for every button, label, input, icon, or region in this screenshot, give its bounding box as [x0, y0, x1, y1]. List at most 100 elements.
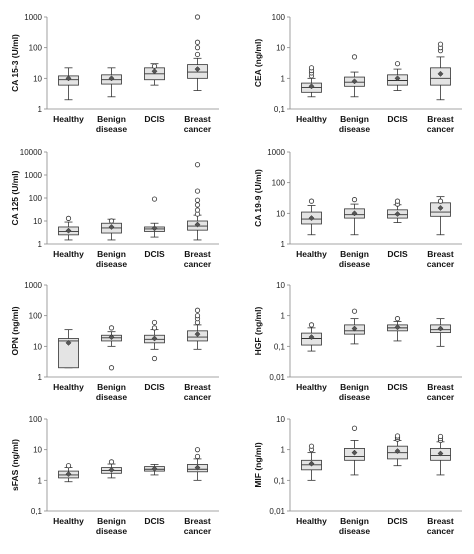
category-label: Healthy: [53, 249, 84, 259]
mean-marker: [151, 335, 158, 342]
mean-marker: [437, 70, 444, 77]
category-label: cancer: [184, 526, 212, 536]
y-tick-label: 0,1: [274, 476, 286, 485]
category-label: Healthy: [296, 114, 327, 124]
y-tick-label: 1000: [267, 148, 285, 157]
y-axis-label: MIF (ng/ml): [253, 442, 263, 487]
category-label: Breast: [184, 516, 211, 526]
outlier-point: [194, 207, 201, 213]
mean-marker: [437, 204, 444, 211]
outlier-point: [108, 218, 115, 224]
mean-marker: [151, 225, 158, 232]
mean-marker: [308, 334, 315, 341]
outlier-point: [108, 325, 115, 331]
category-label: Healthy: [53, 516, 84, 526]
category-label: Healthy: [296, 382, 327, 392]
mean-marker: [394, 448, 401, 455]
y-tick-label: 10: [276, 415, 285, 424]
outlier-point: [437, 198, 444, 204]
y-tick-label: 100: [272, 13, 286, 22]
outlier-point: [194, 307, 201, 313]
outlier-point: [151, 325, 158, 331]
category-label: Breast: [427, 114, 454, 124]
y-tick-label: 10: [33, 217, 42, 226]
outlier-point: [394, 316, 401, 322]
y-axis-label: HGF (ng/ml): [253, 307, 263, 356]
category-label: cancer: [184, 259, 212, 269]
category-label: disease: [339, 526, 370, 536]
outlier-point: [394, 61, 401, 67]
category-label: DCIS: [144, 249, 165, 259]
y-tick-label: 1: [281, 312, 286, 321]
y-tick-label: 1: [281, 240, 286, 249]
y-axis-label: CA 19-9 (U/ml): [253, 169, 263, 227]
outlier-point: [151, 319, 158, 326]
mean-marker: [108, 224, 115, 230]
chart-panel-1: 1 10 100 1000 CA 15-3 (U/ml) Healthy Benigndis…: [10, 13, 219, 134]
chart-panel-3: 1 10 100 1000 10000 CA 125 (U/ml) Healthy Benig…: [10, 148, 219, 269]
outlier-point: [194, 447, 201, 453]
mean-marker: [194, 221, 201, 228]
outlier-point: [65, 463, 72, 469]
mean-marker: [308, 460, 315, 467]
outlier-point: [194, 39, 201, 45]
y-tick-label: 0,01: [269, 507, 285, 516]
chart-panel-4: 1 10 100 1000 CA 19-9 (U/ml) Healthy Benigndis…: [253, 148, 462, 269]
outlier-point: [308, 65, 315, 71]
category-label: DCIS: [387, 114, 408, 124]
chart-panel-2: 0,1 1 10 100 CEA (ng/ml) Healthy Benigndisease…: [253, 13, 462, 134]
category-label: disease: [96, 392, 127, 402]
outlier-point: [194, 162, 201, 168]
outlier-point: [194, 14, 201, 20]
mean-marker: [65, 471, 72, 478]
y-axis-label: CA 125 (U/ml): [10, 170, 20, 225]
mean-marker: [308, 83, 315, 90]
y-tick-label: 10: [33, 74, 42, 83]
y-axis-label: sFAS (ng/ml): [10, 439, 20, 491]
category-label: Benign: [97, 382, 126, 392]
y-tick-label: 1000: [24, 281, 42, 290]
mean-marker: [108, 466, 115, 473]
mean-marker: [308, 215, 315, 222]
category-label: Benign: [340, 114, 369, 124]
y-tick-label: 1: [38, 240, 43, 249]
outlier-point: [194, 202, 201, 208]
outlier-point: [394, 433, 401, 439]
chart-panel-8: 0,01 0,1 1 10 MIF (ng/ml) Healthy Benigndiseas…: [253, 415, 462, 536]
y-tick-label: 10: [33, 342, 42, 351]
category-label: Benign: [97, 114, 126, 124]
y-tick-label: 1000: [24, 13, 42, 22]
mean-marker: [351, 210, 358, 217]
y-tick-label: 0,1: [31, 507, 43, 516]
category-label: Benign: [340, 516, 369, 526]
mean-marker: [394, 75, 401, 82]
y-tick-label: 1: [281, 74, 286, 83]
mean-marker: [351, 325, 358, 332]
category-label: Benign: [340, 382, 369, 392]
outlier-point: [194, 45, 201, 51]
box-iqr: [58, 338, 79, 369]
outlier-point: [65, 215, 72, 221]
category-label: DCIS: [144, 516, 165, 526]
y-tick-label: 1: [38, 476, 43, 485]
outlier-point: [194, 51, 201, 58]
category-label: DCIS: [144, 114, 165, 124]
y-tick-label: 1: [38, 105, 43, 114]
outlier-point: [151, 196, 158, 202]
outlier-point: [108, 365, 115, 371]
outlier-point: [394, 198, 401, 204]
chart-panel-7: 0,1 1 10 100 sFAS (ng/ml) Healthy Benigndiseas…: [10, 415, 219, 536]
category-label: Benign: [340, 249, 369, 259]
category-label: Benign: [97, 516, 126, 526]
mean-marker: [351, 78, 358, 85]
category-label: DCIS: [387, 249, 408, 259]
outlier-point: [351, 54, 358, 60]
outlier-point: [194, 197, 201, 203]
category-label: Breast: [427, 249, 454, 259]
outlier-point: [194, 313, 201, 319]
y-tick-label: 100: [29, 415, 43, 424]
outlier-point: [108, 459, 115, 465]
mean-marker: [151, 465, 158, 472]
outlier-point: [437, 433, 444, 440]
